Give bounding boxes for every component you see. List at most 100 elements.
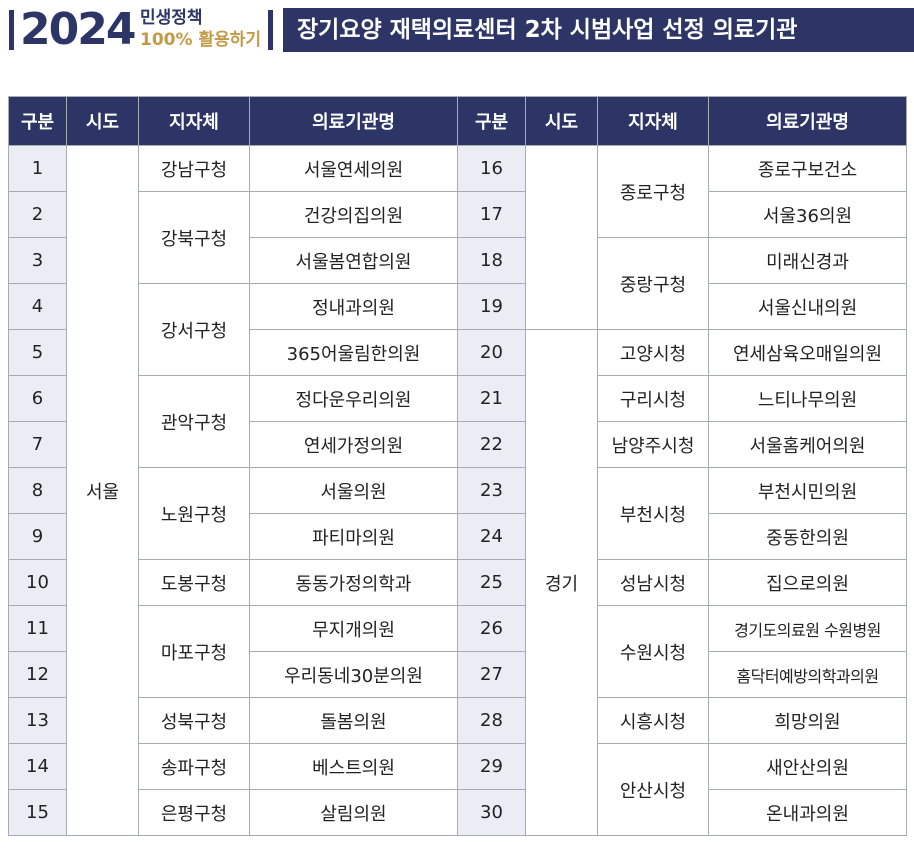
district-cell: 수원시청 [597,605,709,698]
institution-name: 희망의원 [708,697,907,744]
table-row: 3 서울봄연합의원 18 중랑구청 미래신경과 [8,237,907,330]
header-divider-right [268,10,273,50]
table-row: 15 은평구청 살림의원 30 온내과의원 [8,789,907,836]
sido-cell [525,145,598,330]
institution-name: 살림의원 [249,789,458,836]
col-header-sido-right: 시도 [525,96,598,146]
institution-name: 베스트의원 [249,743,458,790]
district-cell: 안산시청 [597,743,709,836]
district-cell: 구리시청 [597,375,709,422]
district-cell: 중랑구청 [597,237,709,330]
institution-name: 돌봄의원 [249,697,458,744]
header-divider-left [9,10,14,50]
row-number: 17 [457,191,526,238]
row-number: 8 [8,467,67,514]
table-row: 8 노원구청 서울의원 23 부천시청 부천시민의원 [8,467,907,560]
sido-cell: 경기 [525,329,598,836]
row-number: 21 [457,375,526,422]
table-row: 2 강북구청 건강의집의원 17 서울36의원 [8,191,907,284]
col-header-district-right: 지자체 [597,96,709,146]
col-header-no-right: 구분 [457,96,526,146]
table-row: 9 파티마의원 24 중동한의원 [8,513,907,560]
row-number: 13 [8,697,67,744]
institution-name: 동동가정의학과 [249,559,458,606]
table-row: 13 성북구청 돌봄의원 28 시흥시청 희망의원 [8,697,907,744]
tag-line-1: 민생정책 [140,8,203,28]
row-number: 22 [457,421,526,468]
row-number: 12 [8,651,67,698]
institution-name: 홈닥터예방의학과의원 [708,651,907,698]
row-number: 9 [8,513,67,560]
district-cell: 남양주시청 [597,421,709,468]
table-row: 7 연세가정의원 22 남양주시청 서울홈케어의원 [8,421,907,468]
district-cell: 성북구청 [138,697,250,744]
row-number: 1 [8,145,67,192]
col-header-district-left: 지자체 [138,96,250,146]
year-label: 2024 [20,4,136,55]
institution-name: 연세삼육오매일의원 [708,329,907,376]
institution-name: 새안산의원 [708,743,907,790]
row-number: 10 [8,559,67,606]
institution-name: 미래신경과 [708,237,907,284]
district-cell: 마포구청 [138,605,250,698]
row-number: 2 [8,191,67,238]
institution-name: 서울신내의원 [708,283,907,330]
institution-name: 파티마의원 [249,513,458,560]
institution-name: 정다운우리의원 [249,375,458,422]
page-header: 2024 민생정책 100% 활용하기 장기요양 재택의료센터 2차 시범사업 … [0,0,914,62]
row-number: 4 [8,283,67,330]
institution-name: 서울36의원 [708,191,907,238]
row-number: 3 [8,237,67,284]
institution-name: 부천시민의원 [708,467,907,514]
row-number: 19 [457,283,526,330]
institution-name: 우리동네30분의원 [249,651,458,698]
row-number: 25 [457,559,526,606]
institution-name: 집으로의원 [708,559,907,606]
district-cell: 강서구청 [138,283,250,376]
district-cell: 고양시청 [597,329,709,376]
institution-name: 온내과의원 [708,789,907,836]
table-row: 10 도봉구청 동동가정의학과 25 성남시청 집으로의원 [8,559,907,606]
institution-table: 구분 시도 지자체 의료기관명 구분 시도 지자체 의료기관명 1 서울 강남구청 서… [8,96,907,836]
institution-name: 중동한의원 [708,513,907,560]
district-cell: 종로구청 [597,145,709,238]
institution-name: 경기도의료원 수원병원 [708,605,907,652]
institution-name: 종로구보건소 [708,145,907,192]
row-number: 30 [457,789,526,836]
row-number: 26 [457,605,526,652]
row-number: 7 [8,421,67,468]
institution-name: 서울연세의원 [249,145,458,192]
row-number: 23 [457,467,526,514]
table-header-row: 구분 시도 지자체 의료기관명 구분 시도 지자체 의료기관명 [8,96,907,146]
row-number: 20 [457,329,526,376]
district-cell: 시흥시청 [597,697,709,744]
institution-name: 정내과의원 [249,283,458,330]
institution-name: 서울홈케어의원 [708,421,907,468]
table-row: 11 마포구청 무지개의원 26 수원시청 경기도의료원 수원병원 [8,605,907,698]
institution-name: 건강의집의원 [249,191,458,238]
row-number: 6 [8,375,67,422]
row-number: 14 [8,743,67,790]
row-number: 24 [457,513,526,560]
district-cell: 노원구청 [138,467,250,560]
institution-name: 무지개의원 [249,605,458,652]
row-number: 15 [8,789,67,836]
district-cell: 강남구청 [138,145,250,192]
institution-name: 서울의원 [249,467,458,514]
institution-name: 느티나무의원 [708,375,907,422]
row-number: 16 [457,145,526,192]
district-cell: 부천시청 [597,467,709,560]
row-number: 28 [457,697,526,744]
table-row: 1 서울 강남구청 서울연세의원 16 종로구청 종로구보건소 [8,145,907,836]
col-header-no-left: 구분 [8,96,67,146]
district-cell: 강북구청 [138,191,250,284]
table-row: 5 365어울림한의원 20 경기 고양시청 연세삼육오매일의원 [8,329,907,836]
col-header-institution-right: 의료기관명 [708,96,907,146]
row-number: 27 [457,651,526,698]
district-cell: 성남시청 [597,559,709,606]
page-title: 장기요양 재택의료센터 2차 시범사업 선정 의료기관 [283,8,914,52]
table-row: 6 관악구청 정다운우리의원 21 구리시청 느티나무의원 [8,375,907,468]
table-row: 14 송파구청 베스트의원 29 안산시청 새안산의원 [8,743,907,836]
table-row: 4 강서구청 정내과의원 19 서울신내의원 [8,283,907,376]
col-header-sido-left: 시도 [66,96,139,146]
